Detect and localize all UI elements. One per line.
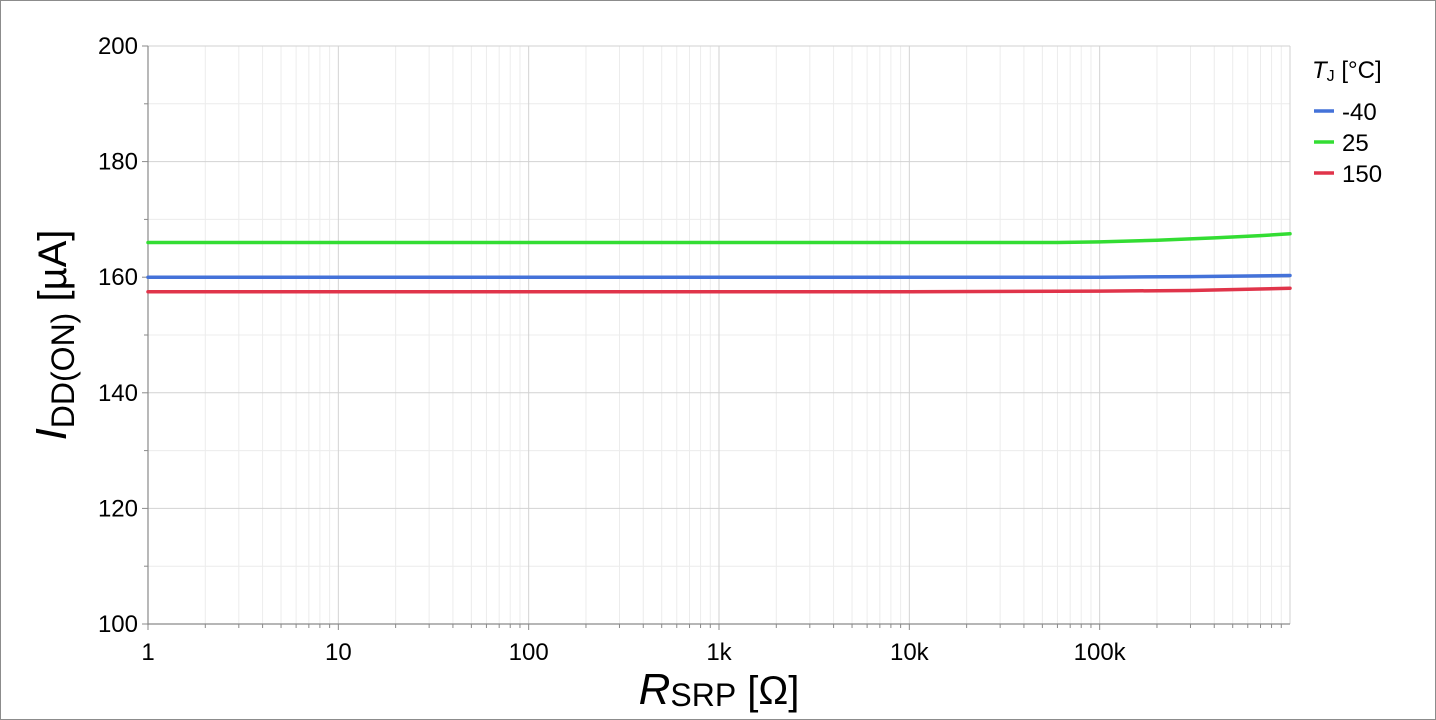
- legend-title-unit: [°C]: [1335, 57, 1382, 84]
- y-tick-label: 120: [98, 495, 138, 522]
- series-line-150: [146, 286, 1292, 294]
- y-tick-label: 100: [98, 611, 138, 638]
- x-tick-labels: 1 10 100 1k 10k 100k: [141, 639, 1126, 666]
- y-tick-label: 140: [98, 380, 138, 407]
- x-tick-label: 1k: [706, 639, 732, 666]
- x-tick-label: 100k: [1074, 639, 1127, 666]
- legend-title-subscript: J: [1327, 68, 1335, 85]
- x-tick-label: 100: [509, 639, 549, 666]
- y-tick-label: 200: [98, 33, 138, 60]
- x-axis-unit: [Ω]: [736, 669, 799, 713]
- x-axis-label: RSRP [Ω]: [639, 665, 800, 714]
- legend-title: TJ [°C]: [1312, 57, 1382, 85]
- y-axis-symbol: I: [27, 428, 76, 440]
- y-axis-label: IDD(ON) [µA]: [27, 230, 81, 441]
- x-tick-label: 10: [325, 639, 352, 666]
- y-tick-label: 180: [98, 149, 138, 176]
- y-axis-unit: [µA]: [31, 230, 75, 313]
- legend-label-25: 25: [1342, 130, 1369, 157]
- y-axis-subscript: DD(ON): [45, 313, 81, 429]
- legend-label--40: -40: [1342, 99, 1377, 126]
- x-tick-label: 1: [141, 639, 154, 666]
- series-lines: [146, 232, 1292, 294]
- series-line-25: [146, 232, 1292, 245]
- y-tick-labels: 100 120 140 160 180 200: [98, 33, 138, 638]
- y-tick-label: 160: [98, 264, 138, 291]
- legend-title-symbol: T: [1312, 57, 1329, 84]
- axes: [142, 45, 1290, 630]
- series-line--40: [146, 273, 1292, 279]
- legend: -40 25 150: [1314, 99, 1382, 188]
- x-axis-subscript: SRP: [670, 677, 736, 713]
- x-axis-symbol: R: [639, 665, 671, 714]
- x-tick-label: 10k: [890, 639, 930, 666]
- legend-label-150: 150: [1342, 161, 1382, 188]
